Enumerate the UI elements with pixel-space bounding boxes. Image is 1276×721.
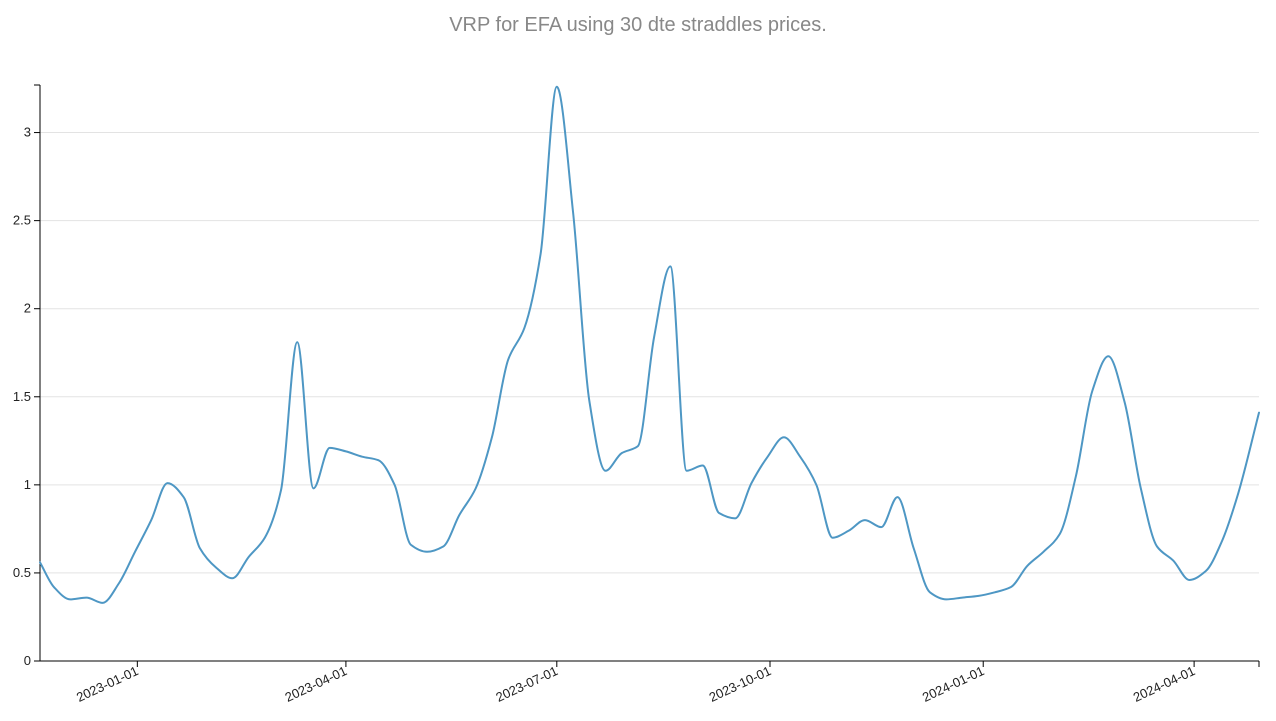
grid-lines [40,132,1259,574]
y-tick-label: 1.5 [13,389,31,404]
y-tick-label: 0 [24,653,31,668]
x-axis-ticks: 2023-01-01 2023-04-01 2023-07-01 2023-10-01… [74,661,1260,705]
chart-title: VRP for EFA using 30 dte straddles price… [449,14,827,36]
x-tick-label: 2023-04-01 [283,663,350,705]
y-axis-ticks: 0 0.5 1 1.5 2 2.5 3 [13,84,40,668]
y-tick-label: 0.5 [13,565,31,580]
x-tick-label: 2023-01-01 [74,663,141,705]
y-tick-label: 2 [24,301,31,316]
x-tick-label: 2024-01-01 [920,663,987,705]
x-tick-label: 2024-04-01 [1131,663,1198,705]
y-tick-label: 3 [24,125,31,140]
axes [39,85,1259,662]
series-line [39,85,1260,604]
y-tick-label: 1 [24,477,31,492]
y-tick-label: 2.5 [13,213,31,228]
x-tick-label: 2023-10-01 [707,663,774,705]
x-tick-label: 2023-07-01 [493,663,560,705]
series [39,85,1260,604]
